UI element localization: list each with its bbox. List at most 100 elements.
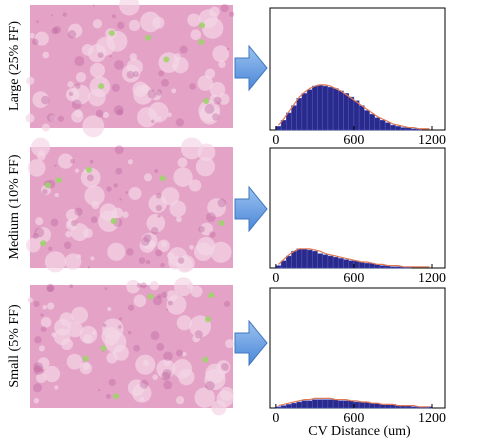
tissue-spot — [162, 369, 172, 379]
tissue-spot — [176, 256, 193, 273]
vein-marker — [82, 355, 89, 362]
tissue-spot — [71, 99, 82, 110]
bar — [306, 249, 313, 269]
tissue-spot — [68, 23, 83, 38]
tissue-spot — [102, 323, 107, 328]
vein-marker — [100, 345, 107, 352]
tissue-spot — [27, 159, 46, 177]
tissue-spot — [107, 306, 112, 312]
tissue-spot — [206, 212, 216, 223]
tissue-spot — [74, 109, 83, 118]
tissue-spot — [126, 248, 134, 256]
bar — [353, 260, 360, 269]
tissue-spot — [166, 290, 178, 302]
plot-frame — [269, 287, 446, 409]
tissue-spot — [54, 385, 59, 390]
tissue-spot — [226, 47, 230, 51]
tissue-spot — [97, 389, 101, 392]
tissue-spot — [50, 14, 54, 17]
tissue-spot — [46, 285, 54, 293]
tissue-spot — [126, 70, 135, 79]
tissue-spot — [107, 242, 126, 261]
tissue-spot — [172, 63, 178, 69]
x-tick-label: 600 — [343, 411, 364, 426]
bar — [364, 110, 370, 131]
tissue-spot — [139, 396, 145, 402]
bar — [286, 112, 292, 131]
bar — [296, 248, 303, 269]
tissue-spot — [172, 57, 189, 74]
tissue-spot — [71, 219, 78, 227]
vein-marker — [159, 175, 166, 182]
tissue-spot — [210, 241, 232, 263]
tissue-spot — [90, 256, 95, 261]
tissue-spot — [189, 179, 202, 192]
tissue-spot — [148, 102, 169, 123]
tissue-spot — [128, 19, 141, 32]
tissue-spot — [218, 60, 226, 68]
row-label: Large (25% FF) — [7, 21, 22, 111]
histology-image — [25, 137, 233, 273]
tissue-spot — [38, 345, 45, 352]
tissue-spot — [34, 227, 45, 238]
tissue-spot — [140, 282, 147, 289]
tissue-spot — [67, 81, 74, 88]
tissue-spot — [67, 30, 77, 39]
vein-marker — [204, 316, 211, 323]
tissue-spot — [209, 81, 226, 98]
bar — [410, 406, 417, 409]
tissue-spot — [114, 60, 124, 70]
vein-marker — [98, 83, 105, 90]
tissue-spot — [29, 32, 35, 39]
bar — [275, 406, 282, 409]
tissue-spot — [194, 330, 203, 339]
tissue-spot — [86, 174, 94, 182]
bar — [379, 265, 386, 269]
tissue-spot — [195, 157, 215, 177]
bar — [348, 260, 355, 269]
tissue-spot — [33, 362, 44, 373]
tissue-spot — [189, 83, 196, 90]
tissue-spot — [87, 43, 107, 63]
bar — [390, 124, 396, 131]
tissue-spot — [160, 262, 165, 268]
tissue-spot — [46, 113, 56, 122]
tissue-spot — [156, 343, 165, 351]
tissue-spot — [63, 241, 72, 249]
tissue-spot — [33, 300, 40, 307]
tissue-spot — [219, 386, 234, 401]
tissue-spot — [82, 115, 105, 138]
tissue-spot — [163, 380, 173, 390]
tissue-spot — [40, 313, 44, 317]
tissue-spot — [44, 251, 67, 273]
tissue-spot — [176, 216, 182, 223]
tissue-spot — [54, 164, 57, 167]
tissue-spot — [151, 90, 162, 101]
tissue-spot — [139, 237, 155, 253]
tissue-spot — [133, 344, 141, 352]
row-label: Small (5% FF) — [7, 304, 22, 388]
bar — [280, 405, 287, 409]
tissue-spot — [213, 96, 222, 105]
tissue-spot — [127, 330, 132, 335]
fit-curve — [278, 397, 430, 408]
tissue-spot — [181, 351, 187, 357]
tissue-spot — [178, 368, 195, 386]
tissue-spot — [104, 287, 108, 290]
tissue-spot — [115, 167, 123, 175]
tissue-spot — [101, 327, 120, 346]
tissue-spot — [75, 83, 81, 89]
vein-marker — [199, 22, 206, 29]
tissue-spot — [49, 114, 56, 122]
tissue-spot — [173, 277, 193, 297]
bar — [358, 401, 365, 409]
x-tick-label: 1200 — [418, 271, 446, 286]
histology-image — [27, 277, 235, 416]
tissue-spot — [216, 360, 231, 374]
tissue-spot — [161, 78, 169, 87]
tissue-spot — [114, 145, 124, 155]
bar — [358, 261, 365, 269]
tissue-spot — [32, 91, 49, 108]
tissue-spot — [37, 357, 50, 370]
tissue-spot — [146, 213, 166, 233]
